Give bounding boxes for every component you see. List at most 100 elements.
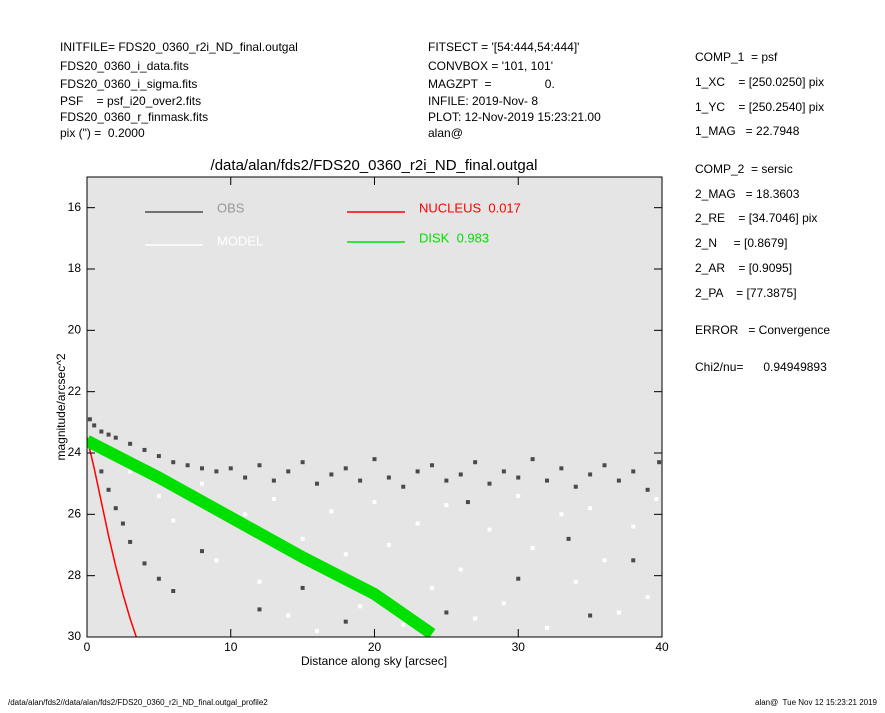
data-point xyxy=(214,558,219,563)
y-tick-label: 20 xyxy=(68,323,82,337)
data-point xyxy=(156,454,161,459)
data-point xyxy=(516,493,521,498)
data-point xyxy=(99,469,104,474)
data-point xyxy=(616,478,621,483)
data-point xyxy=(343,466,348,471)
header-line: ERROR = Convergence xyxy=(695,323,830,337)
header-line: 2_AR = [0.9095] xyxy=(695,261,792,275)
data-point xyxy=(415,469,420,474)
data-point xyxy=(545,625,549,630)
data-point xyxy=(588,613,593,618)
data-point xyxy=(430,585,434,590)
data-point xyxy=(99,429,104,434)
data-point xyxy=(200,466,204,471)
data-point xyxy=(458,567,463,572)
data-point xyxy=(501,469,506,474)
data-point xyxy=(372,500,377,505)
data-point xyxy=(185,463,190,468)
data-point xyxy=(573,579,578,584)
data-point xyxy=(214,469,219,474)
y-tick-label: 16 xyxy=(68,200,82,214)
header-line: 2_N = [0.8679] xyxy=(695,236,787,250)
data-point xyxy=(315,628,319,633)
header-line: FDS20_0360_r_finmask.fits xyxy=(60,110,208,124)
data-point xyxy=(588,472,593,477)
header-line: 2_PA = [77.3875] xyxy=(695,286,797,300)
data-point xyxy=(530,457,535,462)
data-point xyxy=(386,475,391,480)
data-point xyxy=(631,469,636,474)
header-line: COMP_1 = psf xyxy=(695,50,778,64)
data-point xyxy=(415,521,420,526)
data-point xyxy=(444,503,449,508)
data-point xyxy=(602,558,607,563)
data-point xyxy=(343,619,348,624)
x-tick-label: 30 xyxy=(512,640,526,654)
data-point xyxy=(329,509,334,514)
data-point xyxy=(243,512,248,517)
x-tick-label: 20 xyxy=(368,640,382,654)
data-point xyxy=(559,512,564,517)
data-point xyxy=(300,585,305,590)
header-line: alan@ xyxy=(428,126,463,140)
y-tick-label: 22 xyxy=(68,384,82,398)
data-point xyxy=(343,552,348,557)
data-point xyxy=(128,469,133,474)
data-point xyxy=(113,435,118,440)
data-point xyxy=(501,601,506,606)
header-line: COMP_2 = sersic xyxy=(695,162,793,176)
data-point xyxy=(120,521,125,526)
header-line: pix (") = 0.2000 xyxy=(60,126,145,140)
data-point xyxy=(487,481,492,486)
data-point xyxy=(271,478,276,483)
header-line: INITFILE= FDS20_0360_r2i_ND_final.outgal xyxy=(60,40,298,54)
data-point xyxy=(257,463,262,468)
data-point xyxy=(372,457,377,462)
header-line: INFILE: 2019-Nov- 8 xyxy=(428,94,538,108)
legend-label: MODEL xyxy=(217,233,263,248)
header-line: 2_RE = [34.7046] pix xyxy=(695,211,817,225)
data-point xyxy=(358,478,363,483)
data-point xyxy=(200,549,204,554)
footer-user: alan@ Tue Nov 12 15:23:21 2019 xyxy=(755,698,878,707)
data-point xyxy=(113,506,118,511)
y-tick-label: 28 xyxy=(68,568,82,582)
y-tick-label: 18 xyxy=(68,261,82,275)
data-point xyxy=(645,595,650,600)
data-point xyxy=(631,558,636,563)
data-point xyxy=(444,478,449,483)
legend-label: DISK 0.983 xyxy=(419,230,489,245)
data-point xyxy=(631,524,636,529)
data-point xyxy=(171,518,176,523)
data-point xyxy=(106,487,111,492)
y-tick-label: 30 xyxy=(68,629,82,643)
header-line: FDS20_0360_i_data.fits xyxy=(60,59,189,73)
data-point xyxy=(588,506,593,511)
x-tick-label: 0 xyxy=(84,640,91,654)
data-point xyxy=(530,546,535,551)
header-line: 1_XC = [250.0250] pix xyxy=(695,75,824,89)
data-point xyxy=(171,589,176,593)
data-point xyxy=(156,493,161,498)
data-point xyxy=(516,576,521,581)
header-line: 2_MAG = 18.3603 xyxy=(695,187,800,201)
data-point xyxy=(257,607,262,612)
data-point xyxy=(559,466,564,471)
header-line: CONVBOX = '101, 101' xyxy=(428,59,553,73)
data-point xyxy=(657,460,662,465)
data-point xyxy=(128,539,133,544)
data-point xyxy=(654,497,659,501)
data-point xyxy=(573,484,578,489)
data-point xyxy=(315,481,319,486)
legend-label: OBS xyxy=(217,200,245,215)
x-axis-label: Distance along sky [arcsec] xyxy=(301,654,447,668)
header-line: PSF = psf_i20_over2.fits xyxy=(60,94,201,108)
data-point xyxy=(142,447,147,452)
x-tick-label: 40 xyxy=(655,640,669,654)
data-point xyxy=(358,604,363,609)
data-point xyxy=(200,481,204,486)
data-point xyxy=(401,484,406,489)
y-tick-label: 24 xyxy=(68,445,82,459)
data-point xyxy=(566,536,571,541)
data-point xyxy=(386,543,391,547)
